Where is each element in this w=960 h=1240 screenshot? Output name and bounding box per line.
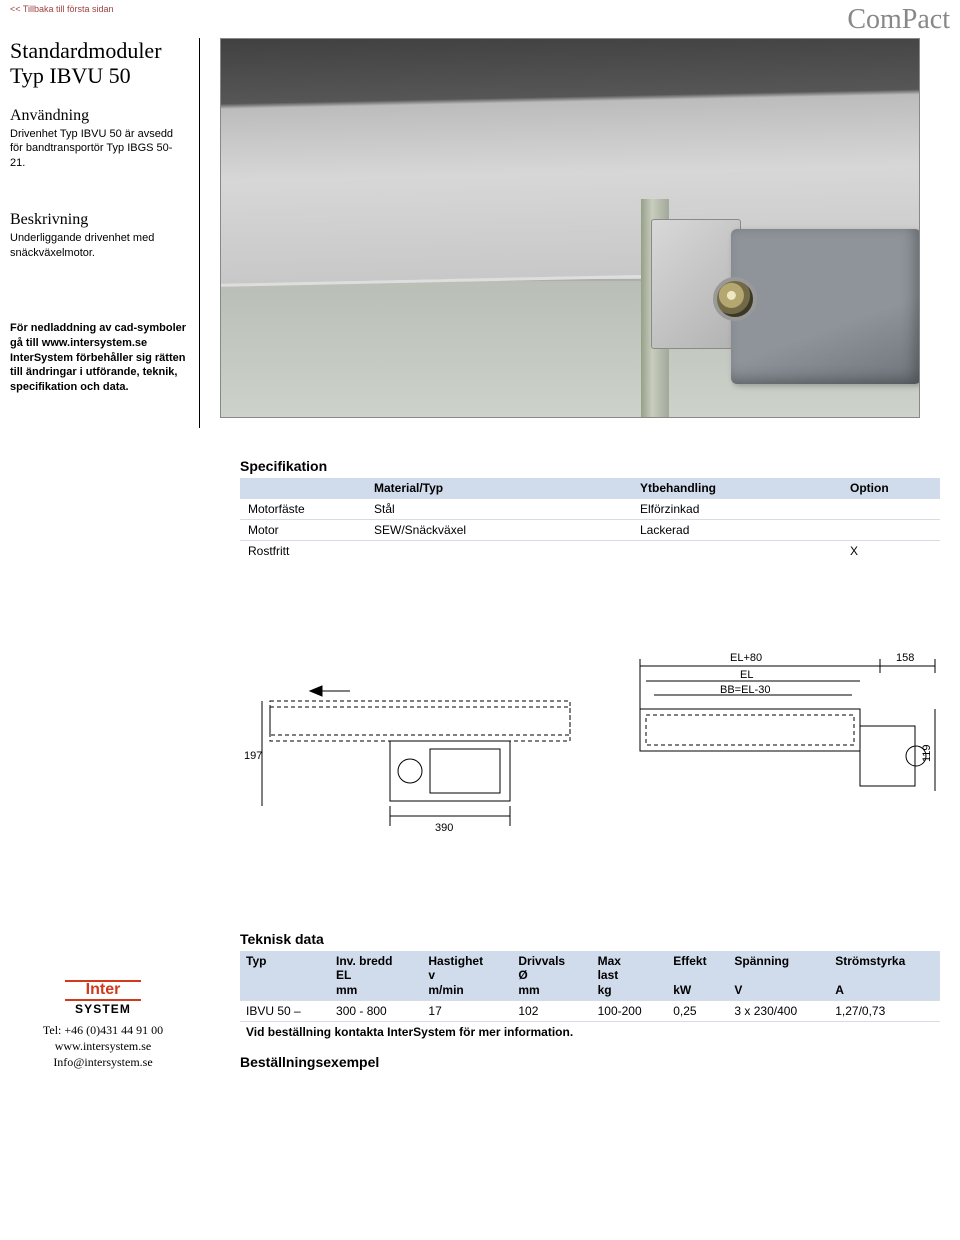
table-row: IBVU 50 – 300 - 800 17 102 100-200 0,25 …	[240, 1001, 940, 1022]
tech-table: Typ Inv. breddELmm Hastighetvm/min Drivv…	[240, 951, 940, 1042]
table-row: Motorfäste Stål Elförzinkad	[240, 499, 940, 520]
th: Hastighetvm/min	[422, 951, 512, 1001]
table-row: Vid beställning kontakta InterSystem för…	[240, 1022, 940, 1043]
footer-email: Info@intersystem.se	[18, 1055, 188, 1071]
spec-table: Material/Typ Ytbehandling Option Motorfä…	[240, 478, 940, 561]
cell: 17	[422, 1001, 512, 1022]
intersystem-logo: Inter SYSTEM	[65, 980, 141, 1018]
backlink[interactable]: << Tillbaka till första sidan	[10, 4, 950, 14]
tech-section: Teknisk data Typ Inv. breddELmm Hastighe…	[240, 931, 940, 1070]
page-title: Standardmoduler Typ IBVU 50	[10, 38, 187, 89]
table-row: Material/Typ Ytbehandling Option	[240, 478, 940, 499]
table-row: Rostfritt X	[240, 541, 940, 562]
svg-text:BB=EL-30: BB=EL-30	[720, 684, 770, 696]
svg-text:EL+80: EL+80	[730, 652, 762, 664]
cell	[366, 541, 632, 562]
cell: Lackerad	[632, 520, 842, 541]
svg-text:119: 119	[921, 744, 933, 762]
th: DrivvalsØmm	[512, 951, 591, 1001]
footer-contact: Inter SYSTEM Tel: +46 (0)431 44 91 00 ww…	[18, 980, 188, 1070]
th: Typ	[240, 951, 330, 1001]
spec-head-3: Ytbehandling	[632, 478, 842, 499]
table-row: Motor SEW/Snäckväxel Lackerad	[240, 520, 940, 541]
desc-heading: Beskrivning	[10, 211, 187, 229]
title-line-2: Typ IBVU 50	[10, 63, 131, 88]
cell: SEW/Snäckväxel	[366, 520, 632, 541]
footer-tel: Tel: +46 (0)431 44 91 00	[18, 1023, 188, 1039]
cell: 102	[512, 1001, 591, 1022]
left-column: Standardmoduler Typ IBVU 50 Användning D…	[10, 38, 200, 428]
cell: Rostfritt	[240, 541, 366, 562]
cell	[842, 520, 940, 541]
logo-text-top: Inter	[65, 980, 141, 1001]
logo-text-bottom: SYSTEM	[65, 1001, 141, 1018]
th: Strömstyrka A	[829, 951, 940, 1001]
cell: Motorfäste	[240, 499, 366, 520]
cell: Elförzinkad	[632, 499, 842, 520]
cell	[842, 499, 940, 520]
spec-heading: Specifikation	[240, 458, 940, 474]
top-section: Standardmoduler Typ IBVU 50 Användning D…	[10, 38, 950, 428]
spec-head-2: Material/Typ	[366, 478, 632, 499]
cell: X	[842, 541, 940, 562]
cell: 0,25	[667, 1001, 728, 1022]
cell	[632, 541, 842, 562]
spec-head-1	[240, 478, 366, 499]
desc-text: Underliggande drivenhet med snäckväxelmo…	[10, 231, 187, 261]
footer-web: www.intersystem.se	[18, 1039, 188, 1055]
svg-text:197: 197	[244, 750, 262, 762]
technical-diagram: 197 390 EL+80 EL BB=EL-30 158	[240, 631, 940, 851]
svg-text:EL: EL	[740, 669, 753, 681]
cell: Stål	[366, 499, 632, 520]
cell: Motor	[240, 520, 366, 541]
th: Effekt kW	[667, 951, 728, 1001]
svg-text:390: 390	[435, 822, 453, 834]
cell: IBVU 50 –	[240, 1001, 330, 1022]
spec-section: Specifikation Material/Typ Ytbehandling …	[240, 458, 940, 561]
title-line-1: Standardmoduler	[10, 38, 162, 63]
order-example-heading: Beställningsexempel	[240, 1054, 940, 1070]
table-row: Typ Inv. breddELmm Hastighetvm/min Drivv…	[240, 951, 940, 1001]
usage-text: Drivenhet Typ IBVU 50 är avsedd för band…	[10, 127, 187, 172]
tech-heading: Teknisk data	[240, 931, 940, 947]
spec-head-4: Option	[842, 478, 940, 499]
brand-title: ComPact	[847, 4, 950, 36]
cell: 3 x 230/400	[728, 1001, 829, 1022]
product-photo	[220, 38, 920, 418]
th: Spänning V	[728, 951, 829, 1001]
order-note: Vid beställning kontakta InterSystem för…	[240, 1022, 940, 1043]
svg-text:158: 158	[896, 652, 914, 664]
cell: 1,27/0,73	[829, 1001, 940, 1022]
cell: 100-200	[592, 1001, 668, 1022]
note-text: För nedladdning av cad-symboler gå till …	[10, 321, 187, 395]
cell: 300 - 800	[330, 1001, 422, 1022]
th: Inv. breddELmm	[330, 951, 422, 1001]
usage-heading: Användning	[10, 107, 187, 125]
th: Maxlastkg	[592, 951, 668, 1001]
